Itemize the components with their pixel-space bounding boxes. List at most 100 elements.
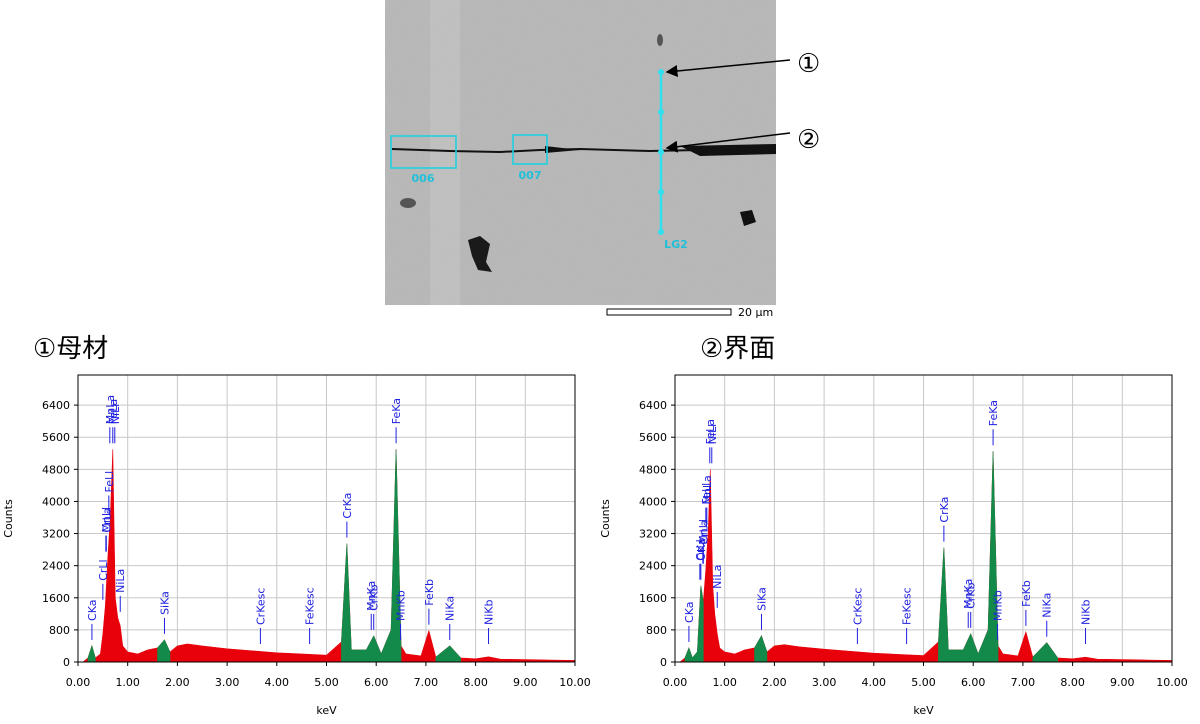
x-tick-label: 2.00	[762, 676, 787, 689]
x-tick-label: 0.00	[66, 676, 91, 689]
x-axis-label: keV	[913, 704, 934, 717]
peak-label: FeKa	[390, 398, 403, 424]
peak-label: FeKesc	[304, 587, 317, 625]
y-tick-label: 2400	[639, 560, 667, 573]
peak-label: CrKesc	[851, 588, 864, 625]
peak-label: MnLa	[104, 395, 117, 424]
peak-label: CrLa	[100, 508, 113, 533]
arrow	[665, 132, 791, 153]
y-tick-label: 4800	[42, 463, 70, 476]
scale-bar	[606, 308, 732, 316]
y-tick-label: 1600	[639, 592, 667, 605]
peak-label: MnLl	[100, 507, 113, 533]
x-tick-label: 5.00	[911, 676, 936, 689]
region-label: 006	[412, 172, 435, 185]
y-tick-label: 5600	[42, 431, 70, 444]
y-tick-label: 6400	[42, 399, 70, 412]
peak-label: CrKesc	[254, 588, 267, 625]
peak-label: NiKa	[444, 596, 457, 621]
marker: ①	[797, 49, 820, 79]
peak-label: FeKa	[987, 400, 1000, 426]
peak-label: FeKb	[423, 579, 436, 606]
region-label: 007	[519, 169, 542, 182]
y-tick-label: 4000	[42, 495, 70, 508]
y-tick-label: 2400	[42, 560, 70, 573]
peak-label: CKa	[683, 601, 696, 622]
chart: 0.00 1.00 2.00 3.00 4.00 5.00 6.00 7.00 8.00 9.00…	[2, 374, 591, 717]
y-tick-label: 6400	[639, 399, 667, 412]
peak-label: FeLl	[700, 483, 713, 505]
peak-label: FeLa	[107, 399, 120, 424]
peak-label: FeLa	[704, 419, 717, 444]
spectrum-area	[684, 451, 1058, 663]
x-tick-label: 6.00	[364, 676, 389, 689]
x-tick-label: 9.00	[1110, 676, 1135, 689]
y-tick-label: 800	[49, 624, 70, 637]
peak-label: CrKa	[341, 493, 354, 519]
peak-label: MnKb	[395, 590, 408, 621]
peak-label: CrLl	[97, 559, 110, 580]
x-axis-label: keV	[316, 704, 337, 717]
x-tick-label: 8.00	[1060, 676, 1085, 689]
x-tick-label: 10.00	[1156, 676, 1188, 689]
peak-label: FeLl	[103, 471, 116, 493]
x-tick-label: 6.00	[961, 676, 986, 689]
x-tick-label: 10.00	[559, 676, 591, 689]
y-axis-label: Counts	[599, 499, 612, 538]
x-tick-label: 8.00	[463, 676, 488, 689]
x-tick-label: 0.00	[663, 676, 688, 689]
plot-frame	[77, 374, 576, 663]
arrow	[665, 59, 791, 77]
x-tick-label: 7.00	[1011, 676, 1036, 689]
x-tick-label: 4.00	[862, 676, 887, 689]
y-tick-label: 1600	[42, 592, 70, 605]
y-tick-label: 3200	[42, 528, 70, 541]
peak-label: MnLl	[697, 519, 710, 545]
sem-image: 006 007 LG2	[385, 0, 777, 305]
marker: ②	[797, 125, 820, 155]
peak-label: MnKb	[992, 590, 1005, 621]
peak-label: SiKa	[755, 587, 768, 611]
peak-label: CKa	[86, 599, 99, 620]
y-tick-label: 0	[63, 656, 70, 669]
y-tick-label: 4800	[639, 463, 667, 476]
peak-label: NiLl	[109, 404, 122, 424]
x-tick-label: 9.00	[513, 676, 538, 689]
peak-label: NiLl	[706, 424, 719, 444]
y-tick-label: 800	[646, 624, 667, 637]
peak-label: OKa	[695, 538, 708, 560]
peak-label: NiKb	[483, 600, 496, 625]
peak-label: MnKa	[962, 579, 975, 609]
y-tick-label: 0	[660, 656, 667, 669]
x-tick-label: 3.00	[215, 676, 240, 689]
x-tick-label: 1.00	[712, 676, 737, 689]
y-tick-label: 5600	[639, 431, 667, 444]
peak-label: CrKb	[368, 584, 381, 610]
x-tick-label: 7.00	[414, 676, 439, 689]
peak-label: FeKesc	[901, 587, 914, 625]
heading: ②界面	[700, 334, 775, 364]
x-tick-label: 5.00	[314, 676, 339, 689]
x-tick-label: 4.00	[265, 676, 290, 689]
plot-frame	[674, 374, 1173, 663]
peak-label: NiKb	[1080, 600, 1093, 625]
x-tick-label: 3.00	[812, 676, 837, 689]
scale-bar-label: 20 µm	[738, 306, 773, 319]
peak-label: CrKa	[938, 497, 951, 523]
peak-label: NiLa	[114, 569, 127, 593]
x-tick-label: 2.00	[165, 676, 190, 689]
peak-label: SiKa	[158, 591, 171, 615]
chart: 0.00 1.00 2.00 3.00 4.00 5.00 6.00 7.00 8.00 9.00…	[599, 374, 1188, 717]
line-label: LG2	[664, 238, 688, 251]
peak-label: MnKa	[365, 581, 378, 611]
peak-label: NiLa	[711, 565, 724, 589]
y-tick-label: 4000	[639, 495, 667, 508]
heading: ①母材	[33, 334, 108, 364]
x-tick-label: 1.00	[115, 676, 140, 689]
peak-label: MnLa	[701, 475, 714, 504]
y-axis-label: Counts	[2, 499, 15, 538]
peak-label: FeKb	[1020, 580, 1033, 607]
y-tick-label: 3200	[639, 528, 667, 541]
peak-label: NiKa	[1041, 593, 1054, 618]
